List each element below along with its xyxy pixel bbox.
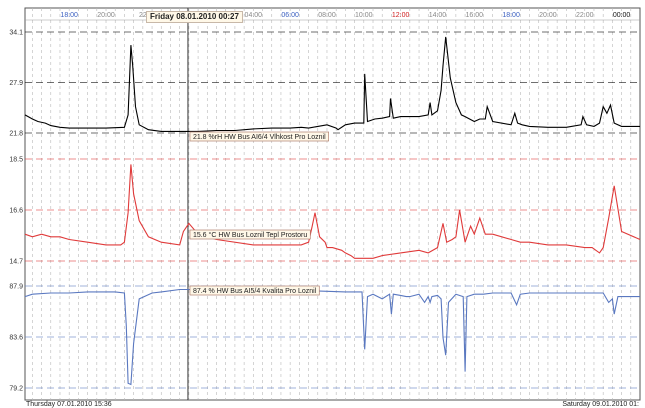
x-tick-label: 10:00: [355, 12, 373, 19]
series-value-label-box: [189, 131, 329, 142]
cursor-label: Friday 08.01.2010 00:27: [146, 11, 243, 23]
x-tick-label: 08:00: [318, 12, 336, 19]
series-line: [24, 164, 641, 259]
end-time-label: Saturday 09.01.2010 01:: [562, 401, 639, 408]
x-tick-label: 16:00: [466, 12, 484, 19]
series-line: [24, 288, 640, 386]
x-tick-label: 00:00: [613, 12, 631, 19]
y-tick-label: 79.2: [9, 386, 23, 393]
x-tick-label: 12:00: [392, 12, 410, 19]
series-value-label-box: [189, 229, 311, 240]
start-time-label: Thursday 07.01.2010 15:36: [26, 401, 112, 408]
y-tick-label: 18.5: [9, 157, 23, 164]
x-tick-label: 18:00: [60, 12, 78, 19]
y-tick-label: 14.7: [9, 259, 23, 266]
x-tick-label: 14:00: [429, 12, 447, 19]
y-tick-label: 87.9: [9, 284, 23, 291]
x-tick-label: 04:00: [245, 12, 263, 19]
x-tick-label: 22: [139, 12, 147, 19]
y-tick-label: 34.1: [9, 30, 23, 37]
y-tick-label: 16.6: [9, 208, 23, 215]
y-tick-label: 21.8: [9, 131, 23, 138]
y-tick-label: 27.9: [9, 80, 23, 87]
x-tick-label: 06:00: [281, 12, 299, 19]
x-tick-label: 20:00: [539, 12, 557, 19]
x-tick-label: 22:00: [576, 12, 594, 19]
x-tick-label: 20:00: [97, 12, 115, 19]
x-tick-label: 18:00: [502, 12, 520, 19]
y-tick-label: 83.6: [9, 335, 23, 342]
series-line: [24, 36, 640, 132]
plot-frame: [24, 7, 641, 401]
series-value-label: 87.4 % HW Bus AI5/4 Kvalita Pro Loznil: [193, 288, 317, 295]
series-value-label: 15.6 °C HW Bus Loznil Tepl Prostoru: [193, 231, 307, 239]
series-value-label: 21.8 %rH HW Bus AI6/4 Vlhkost Pro Loznil: [193, 134, 326, 141]
series-value-label-box: [189, 285, 320, 296]
